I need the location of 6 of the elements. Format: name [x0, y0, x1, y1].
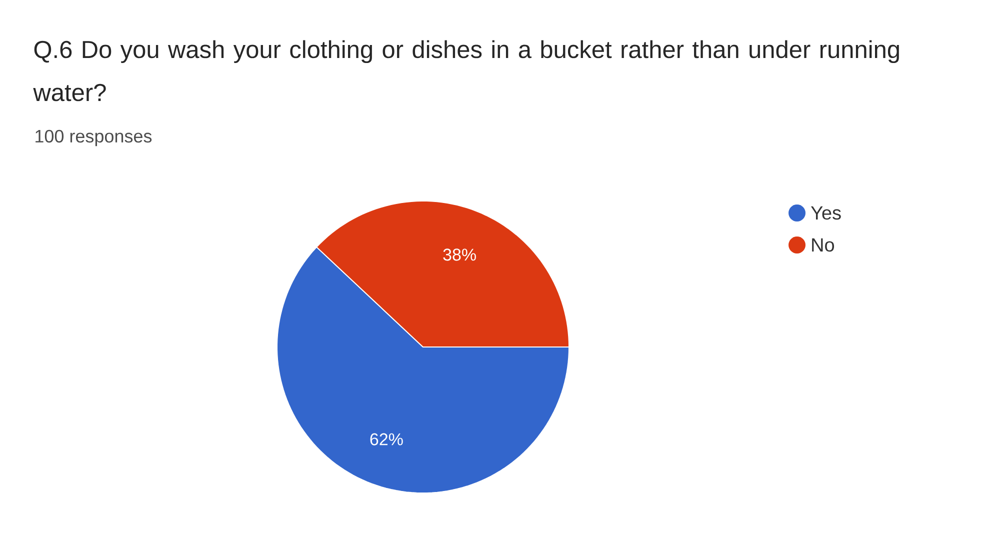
data-label: 62%	[370, 433, 403, 446]
data-label: 38%	[443, 248, 476, 261]
legend-label: No	[812, 238, 834, 252]
legend-label: Yes	[810, 206, 841, 220]
chart-title: Q.6 Do you wash your clothing or dishes in a bucket rather than under running water?	[33, 40, 899, 102]
text: 100 responses	[36, 130, 152, 146]
